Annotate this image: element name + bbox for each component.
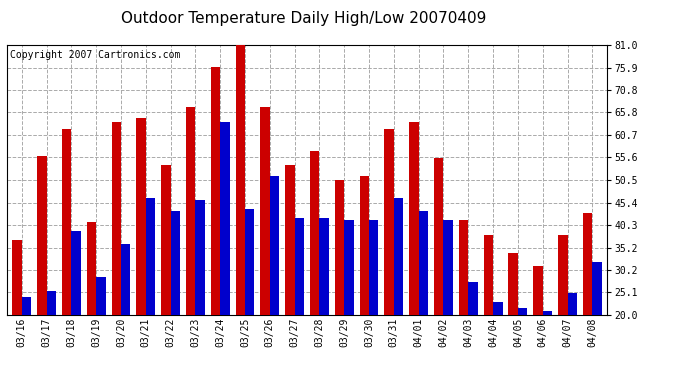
Bar bbox=[409, 123, 419, 375]
Bar bbox=[509, 253, 518, 375]
Bar bbox=[285, 165, 295, 375]
Bar bbox=[434, 158, 444, 375]
Bar bbox=[518, 308, 527, 375]
Bar bbox=[270, 176, 279, 375]
Bar bbox=[567, 293, 577, 375]
Bar bbox=[87, 222, 96, 375]
Bar bbox=[220, 123, 230, 375]
Bar bbox=[419, 211, 428, 375]
Bar bbox=[71, 231, 81, 375]
Bar bbox=[121, 244, 130, 375]
Bar bbox=[12, 240, 22, 375]
Bar bbox=[543, 310, 552, 375]
Bar bbox=[245, 209, 255, 375]
Bar bbox=[558, 236, 567, 375]
Bar bbox=[112, 123, 121, 375]
Bar bbox=[96, 278, 106, 375]
Bar bbox=[295, 217, 304, 375]
Bar bbox=[260, 107, 270, 375]
Bar bbox=[459, 220, 469, 375]
Bar bbox=[186, 107, 195, 375]
Text: Outdoor Temperature Daily High/Low 20070409: Outdoor Temperature Daily High/Low 20070… bbox=[121, 11, 486, 26]
Bar bbox=[211, 67, 220, 375]
Bar bbox=[62, 129, 71, 375]
Bar bbox=[319, 217, 329, 375]
Bar bbox=[394, 198, 403, 375]
Text: Copyright 2007 Cartronics.com: Copyright 2007 Cartronics.com bbox=[10, 50, 180, 60]
Bar bbox=[22, 297, 31, 375]
Bar bbox=[37, 156, 47, 375]
Bar bbox=[384, 129, 394, 375]
Bar bbox=[469, 282, 477, 375]
Bar bbox=[146, 198, 155, 375]
Bar bbox=[344, 220, 354, 375]
Bar bbox=[533, 266, 543, 375]
Bar bbox=[335, 180, 344, 375]
Bar bbox=[444, 220, 453, 375]
Bar bbox=[359, 176, 369, 375]
Bar bbox=[310, 151, 319, 375]
Bar bbox=[170, 211, 180, 375]
Bar bbox=[137, 118, 146, 375]
Bar bbox=[493, 302, 502, 375]
Bar bbox=[47, 291, 56, 375]
Bar bbox=[484, 236, 493, 375]
Bar bbox=[161, 165, 170, 375]
Bar bbox=[592, 262, 602, 375]
Bar bbox=[583, 213, 592, 375]
Bar bbox=[369, 220, 379, 375]
Bar bbox=[235, 45, 245, 375]
Bar bbox=[195, 200, 205, 375]
